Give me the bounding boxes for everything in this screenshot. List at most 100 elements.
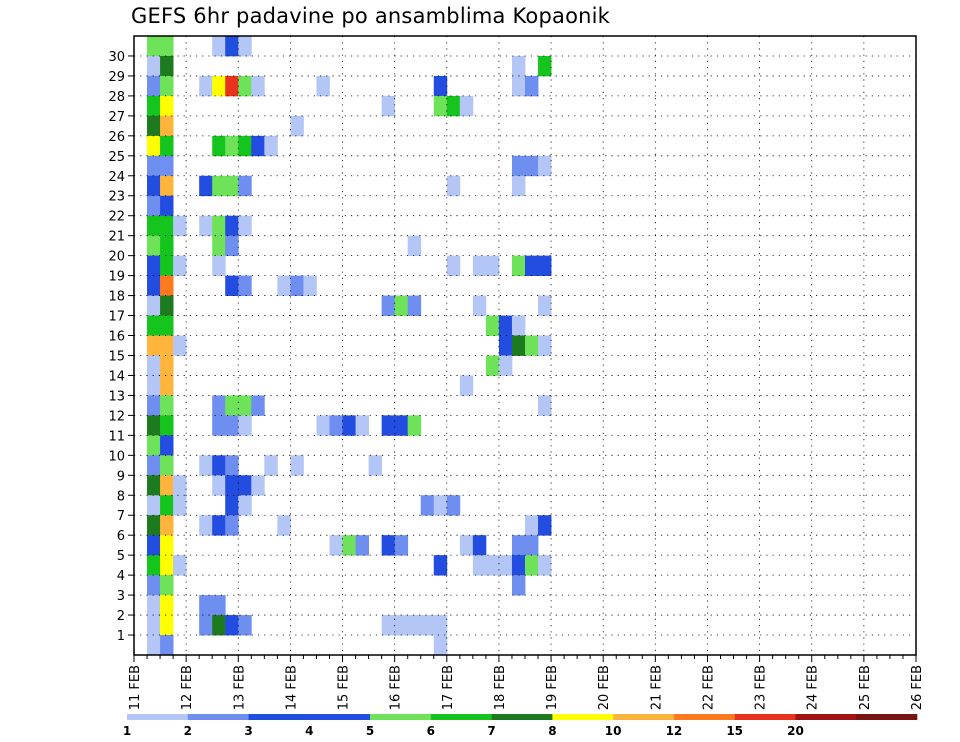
heatmap-cell — [225, 36, 239, 57]
heatmap-cell — [472, 555, 487, 576]
heatmap-cell — [147, 135, 161, 157]
heatmap-cell — [147, 395, 161, 416]
y-tick-label: 4 — [117, 569, 125, 584]
x-tick-label: 26 FEB — [910, 665, 925, 710]
heatmap-cell — [525, 535, 539, 556]
colorbar-legend: 1 2 3 4 5 6 7 8 10 12 15 20 — [123, 714, 918, 738]
heatmap-cell — [147, 615, 161, 636]
heatmap-cell — [212, 475, 226, 496]
colorbar-label: 4 — [305, 724, 313, 738]
heatmap-cell — [160, 615, 174, 636]
heatmap-cell — [238, 275, 252, 296]
heatmap-cell — [277, 275, 291, 296]
x-tick-label: 15 FEB — [337, 665, 352, 710]
heatmap-cell — [225, 275, 239, 296]
heatmap-cell — [160, 215, 174, 237]
y-tick-label: 6 — [117, 529, 125, 544]
heatmap-cell — [147, 375, 161, 396]
y-tick-label: 17 — [108, 310, 125, 325]
heatmap-cell — [433, 495, 448, 516]
heatmap-cell — [511, 575, 526, 596]
heatmap-cell — [147, 635, 161, 656]
heatmap-cell — [381, 615, 396, 636]
heatmap-cell — [225, 175, 239, 197]
heatmap-cell — [212, 595, 226, 616]
heatmap-cell — [238, 495, 252, 516]
y-tick-label: 12 — [108, 409, 125, 424]
heatmap-cell — [212, 36, 226, 57]
heatmap-cell — [446, 495, 461, 516]
heatmap-cell — [212, 75, 226, 97]
heatmap-cell — [225, 455, 239, 476]
heatmap-cell — [147, 455, 161, 476]
heatmap-cell — [238, 475, 252, 496]
y-tick-label: 20 — [108, 250, 125, 265]
heatmap-cell — [147, 415, 161, 436]
y-tick-label: 2 — [117, 609, 125, 624]
heatmap-cell — [147, 255, 161, 277]
heatmap-cell — [485, 555, 500, 576]
y-tick-label: 24 — [108, 170, 125, 185]
heatmap-cell — [525, 335, 539, 356]
colorbar-swatch — [187, 714, 249, 720]
heatmap-cell — [147, 355, 161, 376]
heatmap-cell — [407, 615, 422, 636]
heatmap-cell — [160, 75, 174, 97]
heatmap-cell — [446, 95, 461, 117]
heatmap-cell — [147, 75, 161, 97]
heatmap-cell — [160, 95, 174, 117]
heatmap-cell — [147, 55, 161, 77]
colorbar-label: 10 — [605, 724, 622, 738]
heatmap-cell — [212, 515, 226, 536]
heatmap-cell — [225, 215, 239, 237]
heatmap-cell — [538, 395, 552, 416]
y-tick-label: 30 — [108, 50, 125, 65]
heatmap-cell — [381, 95, 396, 117]
heatmap-cell — [199, 595, 213, 616]
heatmap-cell — [264, 135, 278, 157]
y-tick-label: 7 — [117, 509, 125, 524]
y-tick-label: 28 — [108, 90, 125, 105]
heatmap-cell — [251, 75, 265, 97]
heatmap-cell — [173, 475, 187, 496]
heatmap-cell — [511, 255, 526, 277]
heatmap-cell — [511, 315, 526, 336]
heatmap-cell — [525, 75, 539, 97]
heatmap-cell — [212, 255, 226, 277]
heatmap-cell — [173, 335, 187, 356]
x-tick-label: 25 FEB — [858, 665, 873, 710]
heatmap-cell — [238, 175, 252, 197]
heatmap-cell — [147, 595, 161, 616]
heatmap-cell — [329, 535, 343, 556]
y-tick-label: 21 — [108, 230, 125, 245]
y-tick-label: 16 — [108, 330, 125, 345]
heatmap-cell — [238, 36, 252, 57]
y-tick-label: 23 — [108, 190, 125, 205]
heatmap-cell — [147, 195, 161, 217]
heatmap-cell — [147, 555, 161, 576]
heatmap-cell — [225, 495, 239, 516]
heatmap-cell — [212, 135, 226, 157]
heatmap-cell — [290, 455, 304, 476]
colorbar-label: 2 — [184, 724, 192, 738]
heatmap-cell — [160, 235, 174, 257]
colorbar-label: 1 — [123, 724, 131, 738]
colorbar-swatch — [795, 714, 857, 720]
heatmap-cell — [538, 335, 552, 356]
heatmap-cell — [173, 215, 187, 237]
heatmap-cells — [147, 36, 552, 656]
heatmap-cell — [251, 135, 265, 157]
heatmap-cell — [147, 295, 161, 316]
heatmap-cell — [394, 535, 409, 556]
heatmap-cell — [160, 275, 174, 296]
heatmap-cell — [238, 395, 252, 416]
heatmap-cell — [511, 535, 526, 556]
y-tick-label: 18 — [108, 290, 125, 305]
heatmap-cell — [225, 235, 239, 257]
heatmap-cell — [147, 115, 161, 137]
colorbar-swatch — [491, 714, 553, 720]
heatmap-cell — [225, 75, 239, 97]
heatmap-cell — [238, 615, 252, 636]
heatmap-cell — [160, 315, 174, 336]
heatmap-cell — [225, 475, 239, 496]
